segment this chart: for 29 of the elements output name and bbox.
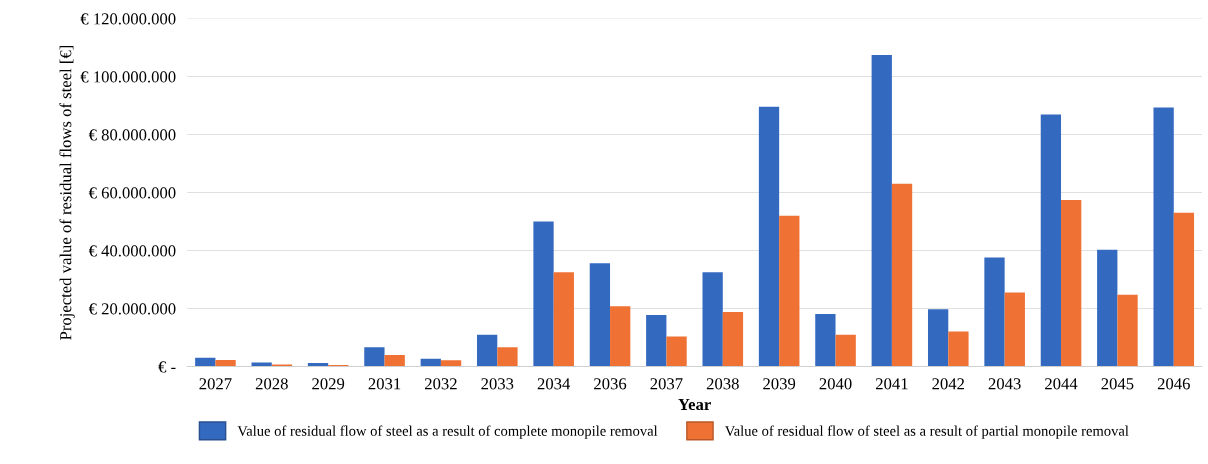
y-tick-label: € 100.000.000 xyxy=(80,71,176,83)
y-tick-label: € 80.000.000 xyxy=(88,129,176,141)
x-tick-label: 2045 xyxy=(1101,378,1134,390)
x-tick-label: 2038 xyxy=(706,378,739,390)
x-tick-label: 2028 xyxy=(255,378,288,390)
y-axis-title: Projected value of residual flows of steel [€] xyxy=(59,45,75,340)
x-tick-label: 2029 xyxy=(312,378,345,390)
legend-label: Value of residual flow of steel as a result of complete monopile removal xyxy=(237,425,658,439)
legend-label: Value of residual flow of steel as a result of partial monopile removal xyxy=(724,425,1129,439)
y-tick-label: € 40.000.000 xyxy=(88,245,176,257)
y-tick-label: € - xyxy=(158,361,176,373)
y-tick-label: € 60.000.000 xyxy=(88,187,176,199)
x-tick-label: 2039 xyxy=(763,378,796,390)
y-tick-label: € 20.000.000 xyxy=(88,303,176,315)
x-tick-label: 2044 xyxy=(1045,378,1078,390)
x-tick-label: 2043 xyxy=(988,378,1021,390)
x-axis-title: Year xyxy=(678,398,711,411)
x-tick-label: 2034 xyxy=(537,378,571,390)
x-tick-label: 2037 xyxy=(650,378,683,390)
x-tick-label: 2036 xyxy=(594,378,627,390)
x-tick-label: 2027 xyxy=(199,378,232,390)
y-tick-label: € 120.000.000 xyxy=(80,13,176,25)
x-tick-label: 2031 xyxy=(368,378,401,390)
x-tick-label: 2042 xyxy=(932,378,965,390)
x-tick-label: 2040 xyxy=(819,378,852,390)
x-tick-label: 2046 xyxy=(1157,378,1190,390)
x-tick-label: 2033 xyxy=(481,378,514,390)
x-tick-label: 2041 xyxy=(875,378,908,390)
x-tick-label: 2032 xyxy=(424,378,457,390)
